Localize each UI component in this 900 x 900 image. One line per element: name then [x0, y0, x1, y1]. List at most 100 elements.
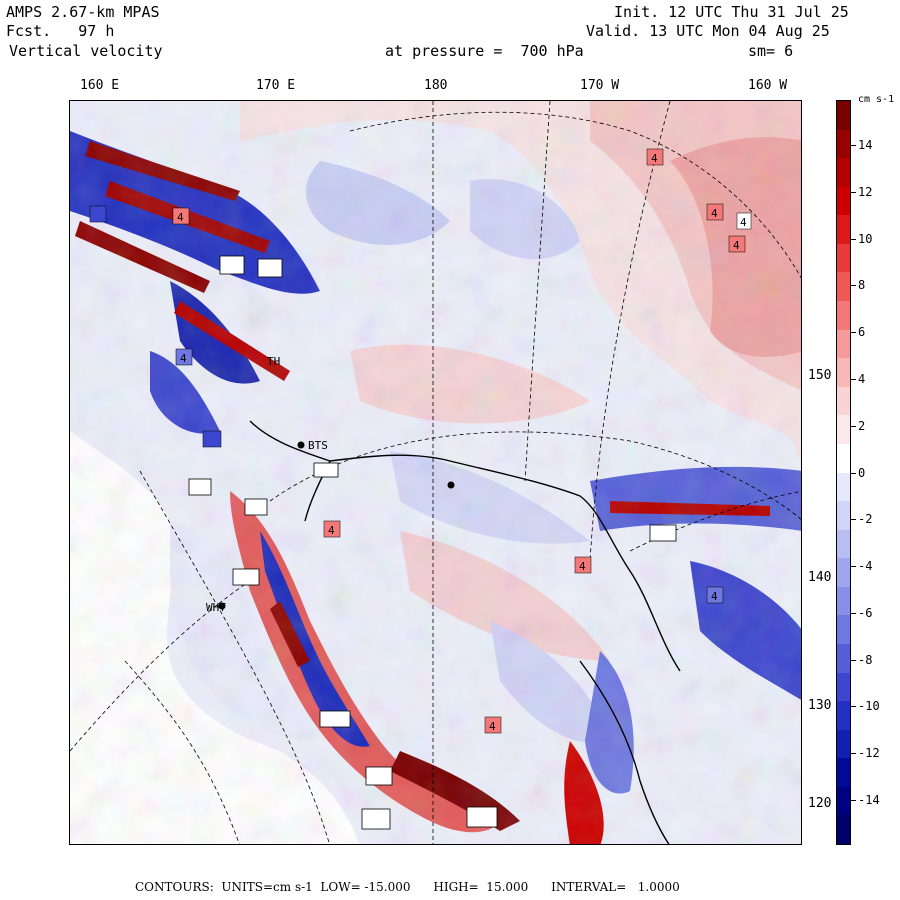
- hl-box-3: 4: [706, 203, 724, 221]
- colorbar-segment: [837, 243, 850, 273]
- station-marker-wht: [218, 602, 226, 610]
- colorbar-label: -6: [858, 605, 873, 620]
- hl-box-10: 4: [175, 348, 193, 366]
- colorbar-segment: [837, 729, 850, 759]
- svg-text:4: 4: [489, 720, 496, 733]
- hl-box-17: [219, 255, 245, 275]
- colorbar-segment: [837, 472, 850, 502]
- svg-text:4: 4: [328, 524, 335, 537]
- hl-box-5: 4: [736, 212, 752, 230]
- colorbar-segment: [837, 701, 850, 731]
- noise-texture: [70, 101, 801, 844]
- colorbar-label: -4: [858, 559, 873, 574]
- colorbar-tick: [851, 378, 856, 380]
- colorbar-segment: [837, 786, 850, 816]
- hl-box-11: [89, 205, 107, 223]
- colorbar-label: 0: [858, 465, 866, 480]
- hl-box-12: [202, 430, 222, 448]
- colorbar-segment: [837, 215, 850, 245]
- svg-text:4: 4: [733, 239, 740, 252]
- colorbar-tick: [851, 425, 856, 427]
- colorbar-tick: [851, 753, 856, 755]
- vertical-velocity-map: BTS WHT TH 4 4 4 4 4 4 4 4 4 4: [69, 100, 802, 845]
- colorbar-label: 6: [858, 325, 866, 340]
- colorbar-segment: [837, 758, 850, 788]
- hl-box-9: 4: [706, 586, 724, 604]
- colorbar-tick: [851, 706, 856, 708]
- map-graphic: BTS WHT TH 4 4 4 4 4 4 4 4 4 4: [70, 101, 801, 844]
- colorbar-segment: [837, 443, 850, 473]
- colorbar-label: 10: [858, 231, 873, 246]
- colorbar-label: 8: [858, 278, 866, 293]
- colorbar-segment: [837, 815, 850, 845]
- hl-box-4: 4: [728, 235, 746, 253]
- colorbar-segment: [837, 301, 850, 331]
- colorbar-label: 4: [858, 371, 866, 386]
- colorbar-tick: [851, 612, 856, 614]
- svg-text:4: 4: [711, 590, 718, 603]
- colorbar-segment: [837, 558, 850, 588]
- svg-text:4: 4: [177, 211, 184, 224]
- lon-label-170w: 170 W: [580, 78, 620, 93]
- init-time: Init. 12 UTC Thu 31 Jul 25: [614, 3, 849, 21]
- contour-info: CONTOURS: UNITS=cm s-1 LOW= -15.000 HIGH…: [135, 880, 680, 894]
- svg-text:4: 4: [740, 216, 747, 229]
- colorbar-segment: [837, 529, 850, 559]
- colorbar-segment: [837, 186, 850, 216]
- station-label-th: TH: [267, 355, 280, 368]
- colorbar-units: cm s-1: [858, 94, 895, 105]
- colorbar-segment: [837, 643, 850, 673]
- colorbar-segment: [837, 586, 850, 616]
- colorbar-tick: [851, 519, 856, 521]
- colorbar-segment: [837, 386, 850, 416]
- colorbar-tick: [851, 659, 856, 661]
- colorbar-segment: [837, 158, 850, 188]
- hl-box-21: [361, 808, 391, 830]
- colorbar-segment: [837, 329, 850, 359]
- svg-text:4: 4: [651, 152, 658, 165]
- svg-text:4: 4: [180, 352, 187, 365]
- colorbar-tick: [851, 285, 856, 287]
- hl-box-7: 4: [574, 556, 592, 574]
- colorbar-tick: [851, 238, 856, 240]
- colorbar-segment: [837, 272, 850, 302]
- field-name: Vertical velocity: [9, 42, 163, 60]
- colorbar-label: -12: [858, 746, 880, 761]
- lon-label-180: 180: [424, 78, 448, 93]
- colorbar-label: -8: [858, 652, 873, 667]
- svg-text:4: 4: [711, 207, 718, 220]
- hl-box-19: [649, 524, 677, 542]
- pressure-level: at pressure = 700 hPa: [385, 42, 584, 60]
- hl-box-15: [313, 462, 339, 478]
- colorbar-label: 14: [858, 138, 873, 152]
- colorbar-segment: [837, 615, 850, 645]
- hl-box-13: [188, 478, 212, 496]
- hl-box-22: [466, 806, 498, 828]
- colorbar-segment: [837, 415, 850, 445]
- colorbar-label: -14: [858, 793, 880, 807]
- hl-box-23: [319, 710, 351, 728]
- colorbar-tick: [851, 145, 856, 146]
- station-marker-2: [447, 481, 455, 489]
- station-marker-bts: [297, 441, 305, 449]
- hl-box-6: 4: [323, 520, 341, 538]
- valid-time: Valid. 13 UTC Mon 04 Aug 25: [586, 22, 830, 40]
- high-low-markers: 4 4 4 4 4 4 4 4 4 4: [89, 148, 752, 830]
- colorbar-segment: [837, 358, 850, 388]
- hl-box-8: 4: [484, 716, 502, 734]
- colorbar-label: 2: [858, 418, 866, 433]
- hl-box-16: [232, 568, 260, 586]
- colorbar-tick: [851, 191, 856, 193]
- colorbar-label: -2: [858, 512, 873, 527]
- hl-box-1: 4: [172, 207, 190, 225]
- colorbar-label: -10: [858, 699, 880, 714]
- lon-label-160w: 160 W: [748, 78, 788, 93]
- station-label-wht: WHT: [206, 601, 226, 614]
- colorbar-label: 12: [858, 184, 873, 199]
- hl-box-18: [257, 258, 283, 278]
- colorbar-segment: [837, 101, 850, 130]
- colorbar: [836, 100, 851, 845]
- colorbar-segment: [837, 129, 850, 159]
- svg-text:4: 4: [579, 560, 586, 573]
- hl-box-14: [244, 498, 268, 516]
